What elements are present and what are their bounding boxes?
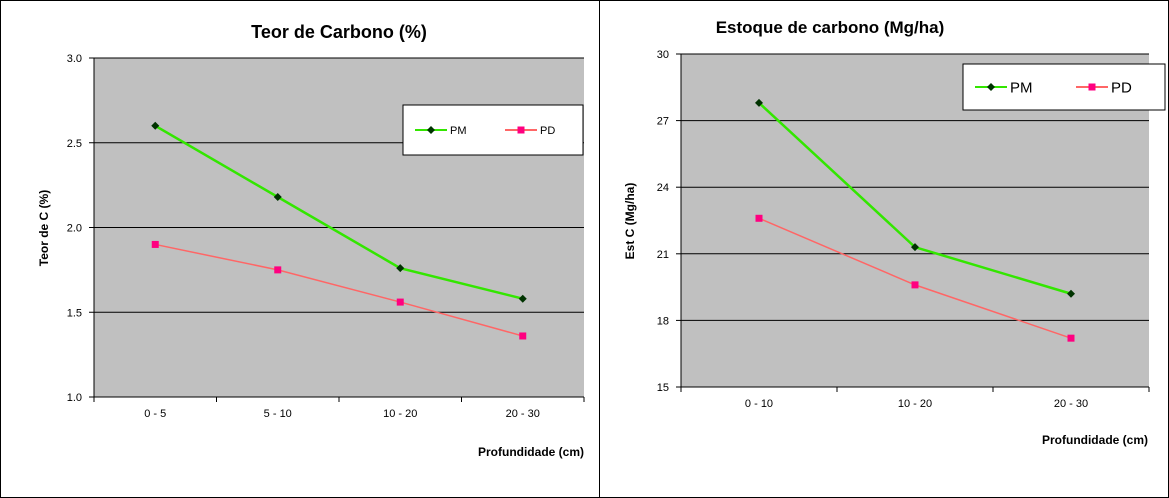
data-point-pm — [911, 243, 919, 252]
y-tick-label: 30 — [657, 49, 669, 61]
data-point-pd — [519, 332, 527, 340]
x-axis-title: Profundidade (cm) — [478, 445, 584, 459]
y-tick-label: 2.5 — [67, 138, 82, 150]
data-point-pm — [151, 121, 160, 130]
legend-label: PM — [1010, 79, 1033, 96]
y-tick-label: 15 — [657, 382, 669, 394]
y-axis-title: Teor de C (%) — [37, 190, 51, 266]
y-tick-label: 21 — [657, 249, 669, 261]
data-point-pm — [273, 192, 282, 201]
legend-label: PM — [450, 125, 467, 137]
legend-marker-pm — [987, 83, 995, 91]
chart-title: Teor de Carbono (%) — [251, 22, 427, 42]
y-tick-label: 3.0 — [67, 53, 82, 65]
y-tick-label: 2.0 — [67, 223, 82, 235]
data-point-pm — [1067, 289, 1075, 298]
x-tick-label: 20 - 30 — [506, 408, 540, 420]
series-line-pd — [155, 243, 523, 337]
data-point-pd — [151, 240, 159, 248]
chart-title: Estoque de carbono (Mg/ha) — [716, 18, 945, 37]
y-tick-label: 1.0 — [67, 392, 82, 404]
carbon-stock-chart: Estoque de carbono (Mg/ha) 15 18 21 24 27 30 0 … — [623, 18, 1166, 447]
y-tick-label: 24 — [657, 182, 669, 194]
x-tick-label: 5 - 10 — [264, 408, 292, 420]
series-line-pm — [154, 124, 524, 300]
data-point-pd — [755, 214, 763, 222]
data-point-pd — [1067, 334, 1075, 342]
chart-divider — [599, 0, 600, 498]
x-axis-title: Profundidade (cm) — [1042, 433, 1148, 447]
data-point-pm — [396, 264, 405, 273]
legend-marker-pd — [517, 126, 525, 134]
y-tick-label: 27 — [657, 116, 669, 128]
data-point-pm — [755, 98, 763, 107]
x-tick-label: 10 - 20 — [383, 408, 417, 420]
data-point-pd — [396, 298, 404, 306]
data-point-pm — [518, 294, 527, 303]
carbon-content-chart: Teor de Carbono (%) 1.0 1.5 2.0 2.5 3.0 0 - 5 5… — [37, 22, 585, 459]
y-axis-title: Est C (Mg/ha) — [623, 183, 637, 260]
data-point-pd — [911, 281, 919, 289]
legend-marker-pd — [1088, 83, 1096, 91]
x-tick-label: 0 - 5 — [144, 408, 166, 420]
legend-label: PD — [540, 125, 555, 137]
legend-marker-pm — [427, 126, 435, 134]
y-tick-label: 18 — [657, 315, 669, 327]
x-tick-label: 20 - 30 — [1054, 398, 1088, 410]
x-tick-label: 0 - 10 — [745, 398, 773, 410]
data-point-pd — [274, 266, 282, 274]
legend-label: PD — [1111, 79, 1132, 96]
y-tick-label: 1.5 — [67, 307, 82, 319]
x-tick-label: 10 - 20 — [898, 398, 932, 410]
